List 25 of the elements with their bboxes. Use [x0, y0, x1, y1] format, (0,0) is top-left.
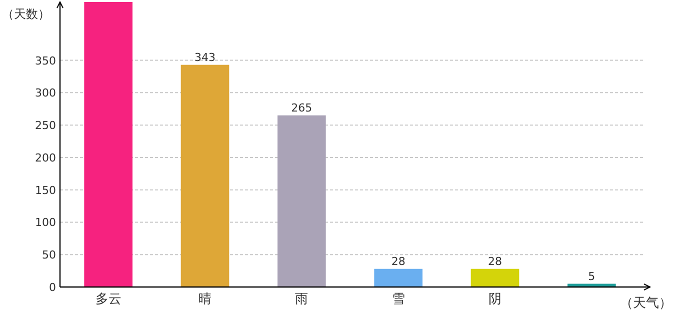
- bar: [180, 64, 230, 287]
- data-label: 28: [391, 254, 406, 268]
- bar: [470, 268, 520, 287]
- y-axis-title: （天数）: [2, 7, 50, 21]
- y-tick-label: 300: [35, 86, 56, 100]
- bar: [374, 268, 422, 287]
- x-tick-label: 多云: [95, 292, 122, 307]
- y-tick-label: 250: [35, 119, 56, 132]
- bar: [278, 115, 326, 287]
- y-tick-label: 100: [35, 216, 56, 230]
- data-label: 265: [291, 101, 312, 114]
- x-tick-label: 阴: [488, 292, 502, 307]
- bar: [84, 2, 132, 287]
- data-label: 5: [588, 270, 596, 283]
- y-tick-label: 0: [49, 281, 56, 294]
- x-axis-title: （天气）: [620, 296, 672, 311]
- x-tick-label: 晴: [198, 292, 212, 307]
- data-label: 343: [194, 50, 216, 64]
- y-tick-label: 200: [35, 151, 56, 164]
- y-tick-label: 150: [35, 184, 56, 197]
- y-tick-label: 350: [35, 54, 56, 68]
- y-tick-label: 50: [42, 248, 56, 262]
- data-label: 28: [488, 254, 502, 268]
- x-tick-label: 雪: [392, 292, 405, 307]
- x-tick-label: 雨: [295, 292, 308, 307]
